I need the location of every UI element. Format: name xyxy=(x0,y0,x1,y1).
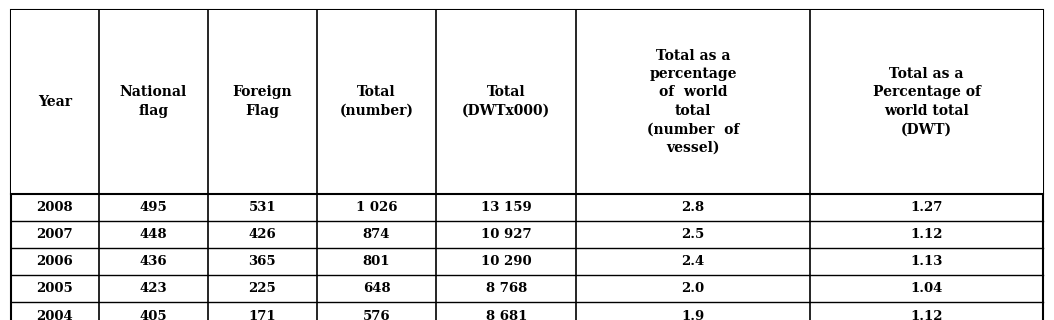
Text: 8 681: 8 681 xyxy=(486,309,527,320)
Text: 171: 171 xyxy=(249,309,276,320)
Text: 436: 436 xyxy=(139,255,168,268)
Text: 2008: 2008 xyxy=(36,201,73,214)
Text: 1.9: 1.9 xyxy=(682,309,705,320)
Text: 801: 801 xyxy=(363,255,390,268)
Text: 13 159: 13 159 xyxy=(481,201,531,214)
Text: National
flag: National flag xyxy=(120,85,187,118)
Text: Total
(number): Total (number) xyxy=(339,85,413,118)
Text: 874: 874 xyxy=(363,228,390,241)
Text: 1.12: 1.12 xyxy=(911,228,943,241)
Text: 405: 405 xyxy=(139,309,168,320)
Text: Total as a
percentage
of  world
total
(number  of
vessel): Total as a percentage of world total (nu… xyxy=(647,49,739,155)
Text: 576: 576 xyxy=(363,309,390,320)
Bar xyxy=(11,10,1043,194)
Text: Year: Year xyxy=(38,95,72,108)
Text: 2007: 2007 xyxy=(36,228,73,241)
Text: 2.4: 2.4 xyxy=(682,255,705,268)
Text: 426: 426 xyxy=(249,228,276,241)
Text: 2005: 2005 xyxy=(36,282,73,295)
Text: 8 768: 8 768 xyxy=(486,282,527,295)
Text: 423: 423 xyxy=(139,282,168,295)
Text: 448: 448 xyxy=(139,228,168,241)
Text: 1.13: 1.13 xyxy=(911,255,943,268)
Text: 495: 495 xyxy=(139,201,168,214)
Text: 2006: 2006 xyxy=(36,255,73,268)
Text: Total as a
Percentage of
world total
(DWT): Total as a Percentage of world total (DW… xyxy=(873,67,980,136)
Text: 1.12: 1.12 xyxy=(911,309,943,320)
Text: 648: 648 xyxy=(363,282,390,295)
Text: 531: 531 xyxy=(249,201,276,214)
Text: 2004: 2004 xyxy=(36,309,73,320)
Text: 2.8: 2.8 xyxy=(682,201,705,214)
Text: Foreign
Flag: Foreign Flag xyxy=(233,85,292,118)
Text: 1.04: 1.04 xyxy=(911,282,943,295)
Text: 225: 225 xyxy=(249,282,276,295)
Text: 2.5: 2.5 xyxy=(682,228,705,241)
Text: 10 927: 10 927 xyxy=(481,228,531,241)
Text: 1 026: 1 026 xyxy=(355,201,397,214)
Text: 10 290: 10 290 xyxy=(481,255,531,268)
Text: 1.27: 1.27 xyxy=(911,201,943,214)
Text: 365: 365 xyxy=(249,255,276,268)
Text: 2.0: 2.0 xyxy=(682,282,705,295)
Text: Total
(DWTx000): Total (DWTx000) xyxy=(462,85,550,118)
